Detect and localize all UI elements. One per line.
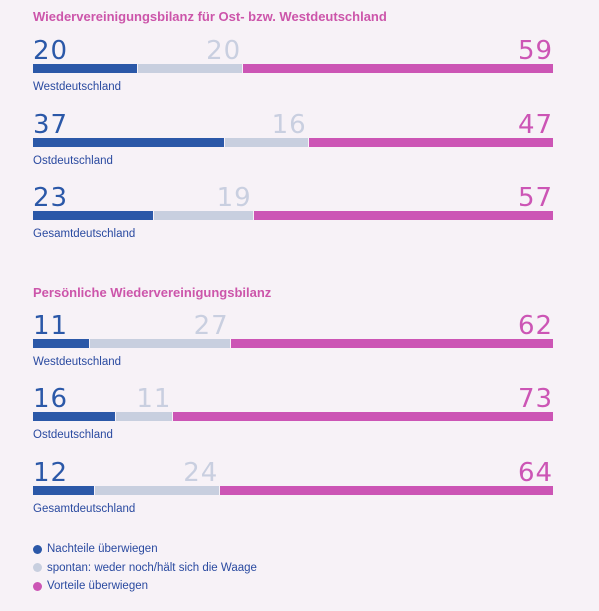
value-neutral-westdeutschland: 27 xyxy=(193,311,229,341)
legend-dot-advantages xyxy=(33,581,42,591)
bar-disadvantages-gesamtdeutschland xyxy=(33,211,153,220)
chart-1-row-west: 20 20 59 Westdeutschland xyxy=(33,38,553,98)
legend-dot-disadvantages xyxy=(33,544,42,554)
value-disadvantages-ostdeutschland: 16 xyxy=(33,384,69,414)
bar-disadvantages-westdeutschland xyxy=(33,64,138,73)
value-advantages-westdeutschland: 62 xyxy=(518,311,554,341)
value-neutral-westdeutschland: 20 xyxy=(206,36,242,66)
chart-1-title: Wiedervereinigungsbilanz für Ost- bzw. W… xyxy=(33,9,387,24)
legend-item-advantages: Vorteile überwiegen xyxy=(33,577,257,596)
value-disadvantages-gesamtdeutschland: 23 xyxy=(33,183,69,213)
chart-1-row-gesamt: 23 19 57 Gesamtdeutschland xyxy=(33,185,553,245)
bar-disadvantages-ostdeutschland xyxy=(33,412,116,421)
category-label-gesamtdeutschland: Gesamtdeutschland xyxy=(33,228,136,240)
legend-label-disadvantages: Nachteile überwiegen xyxy=(47,543,158,556)
bar-neutral-gesamtdeutschland xyxy=(95,486,220,495)
value-advantages-westdeutschland: 59 xyxy=(518,36,554,66)
value-advantages-gesamtdeutschland: 57 xyxy=(518,183,554,213)
bar-advantages-ostdeutschland xyxy=(173,412,553,421)
bar-neutral-westdeutschland xyxy=(138,64,243,73)
bar-advantages-westdeutschland xyxy=(243,64,553,73)
legend-label-neutral: spontan: weder noch/hält sich die Waage xyxy=(47,561,257,574)
value-disadvantages-gesamtdeutschland: 12 xyxy=(33,458,69,488)
category-label-ostdeutschland: Ostdeutschland xyxy=(33,155,113,167)
bar-disadvantages-ostdeutschland xyxy=(33,138,225,147)
bar-disadvantages-westdeutschland xyxy=(33,339,90,348)
bar-neutral-ostdeutschland xyxy=(225,138,308,147)
bar-neutral-ostdeutschland xyxy=(116,412,173,421)
chart-2-title: Persönliche Wiedervereinigungsbilanz xyxy=(33,285,272,300)
chart-2-row-ost: 16 11 73 Ostdeutschland xyxy=(33,386,553,446)
bar-neutral-westdeutschland xyxy=(90,339,230,348)
value-neutral-ostdeutschland: 16 xyxy=(271,110,307,140)
value-neutral-gesamtdeutschland: 19 xyxy=(216,183,252,213)
value-advantages-ostdeutschland: 73 xyxy=(518,384,554,414)
legend-item-disadvantages: Nachteile überwiegen xyxy=(33,540,257,559)
chart-2-row-west: 11 27 62 Westdeutschland xyxy=(33,313,553,373)
value-disadvantages-westdeutschland: 20 xyxy=(33,36,69,66)
value-advantages-gesamtdeutschland: 64 xyxy=(518,458,554,488)
bar-advantages-gesamtdeutschland xyxy=(220,486,553,495)
bar-advantages-ostdeutschland xyxy=(308,138,553,147)
legend-item-neutral: spontan: weder noch/hält sich die Waage xyxy=(33,559,257,578)
legend-label-advantages: Vorteile überwiegen xyxy=(47,580,149,593)
value-disadvantages-ostdeutschland: 37 xyxy=(33,110,69,140)
value-neutral-ostdeutschland: 11 xyxy=(136,384,172,414)
chart-1-row-ost: 37 16 47 Ostdeutschland xyxy=(33,112,553,172)
value-advantages-ostdeutschland: 47 xyxy=(518,110,554,140)
legend-dot-neutral xyxy=(33,563,42,573)
bar-disadvantages-gesamtdeutschland xyxy=(33,486,95,495)
category-label-ostdeutschland: Ostdeutschland xyxy=(33,429,113,441)
value-neutral-gesamtdeutschland: 24 xyxy=(183,458,219,488)
category-label-westdeutschland: Westdeutschland xyxy=(33,81,122,93)
bar-advantages-gesamtdeutschland xyxy=(253,211,553,220)
bar-advantages-westdeutschland xyxy=(230,339,553,348)
legend: Nachteile überwiegen spontan: weder noch… xyxy=(33,540,257,596)
category-label-westdeutschland: Westdeutschland xyxy=(33,356,122,368)
chart-2-row-gesamt: 12 24 64 Gesamtdeutschland xyxy=(33,460,553,520)
bar-neutral-gesamtdeutschland xyxy=(153,211,253,220)
value-disadvantages-westdeutschland: 11 xyxy=(33,311,69,341)
category-label-gesamtdeutschland: Gesamtdeutschland xyxy=(33,503,136,515)
